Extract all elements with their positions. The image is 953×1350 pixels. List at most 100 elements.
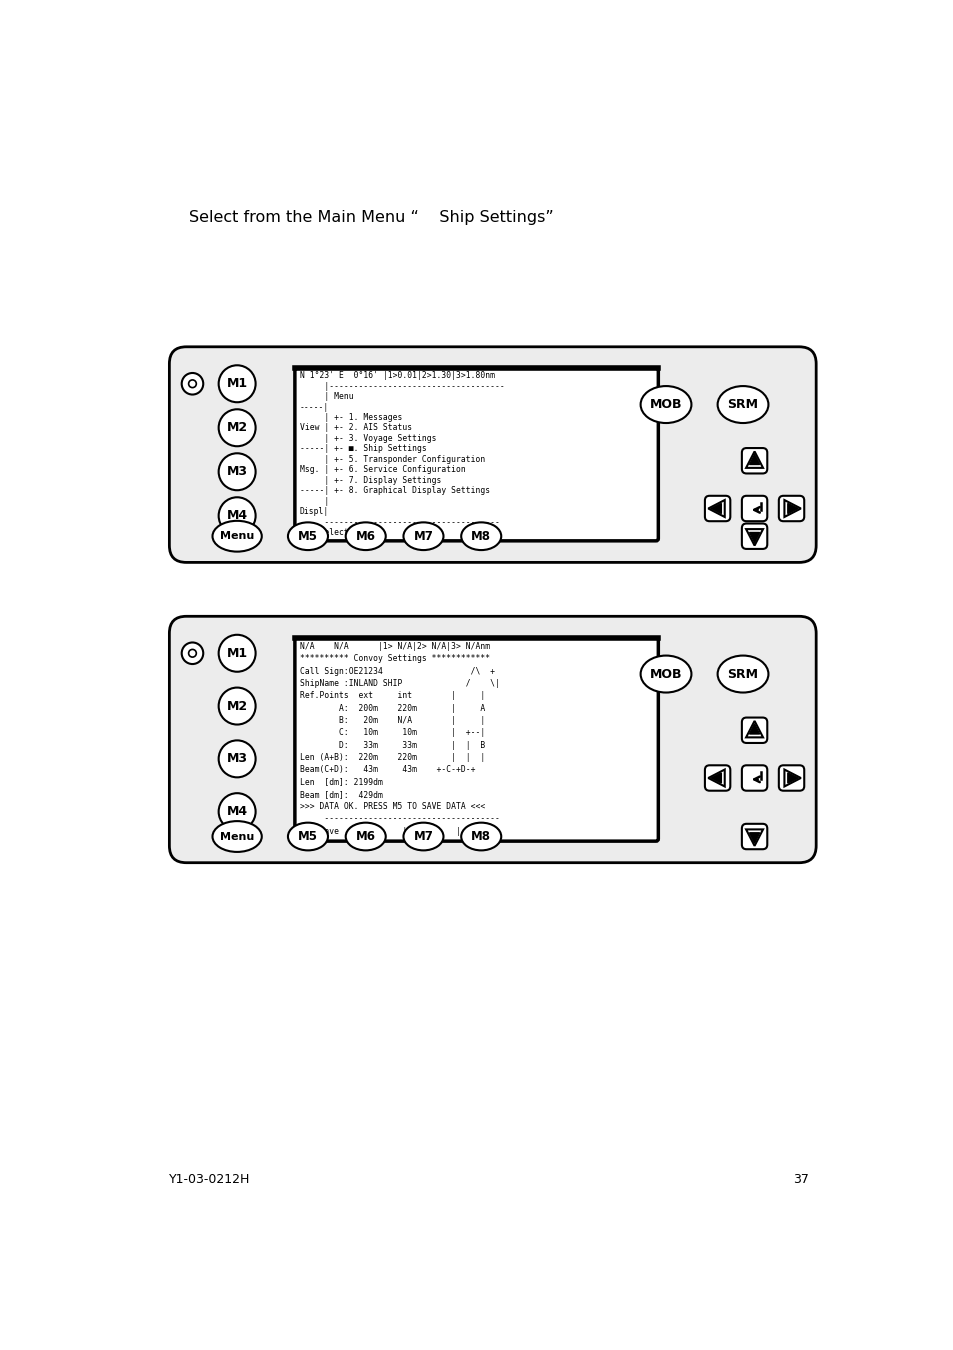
Text: M8: M8 [471,830,491,842]
Polygon shape [707,500,724,517]
Polygon shape [787,774,797,783]
Text: | +- 7. Display Settings: | +- 7. Display Settings [299,475,440,485]
Ellipse shape [345,822,385,850]
Circle shape [218,740,255,778]
Text: M5: M5 [297,830,317,842]
Polygon shape [710,774,720,783]
FancyBboxPatch shape [778,495,803,521]
Text: -----|: -----| [299,402,329,412]
Polygon shape [745,829,762,846]
Text: 37: 37 [792,1173,807,1187]
Ellipse shape [460,822,500,850]
Polygon shape [787,504,797,513]
Text: ------------------------------------: ------------------------------------ [299,814,498,824]
Polygon shape [783,500,800,517]
Circle shape [181,373,203,394]
Text: Len  [dm]: 2199dm: Len [dm]: 2199dm [299,778,382,787]
Text: Len (A+B):  220m    220m       |  |  |: Len (A+B): 220m 220m | | | [299,753,484,761]
Text: View | +- 2. AIS Status: View | +- 2. AIS Status [299,424,411,432]
Polygon shape [749,532,759,543]
Text: M8: M8 [471,529,491,543]
FancyBboxPatch shape [704,765,730,791]
Ellipse shape [403,822,443,850]
Circle shape [181,643,203,664]
Text: M4: M4 [226,509,248,522]
Text: M2: M2 [226,699,248,713]
Text: M4: M4 [226,805,248,818]
Text: Displ|: Displ| [299,508,329,516]
Text: M1: M1 [226,647,248,660]
Text: ********** Convoy Settings ************: ********** Convoy Settings ************ [299,655,489,663]
Text: Y1-03-0212H: Y1-03-0212H [170,1173,251,1187]
Text: M7: M7 [413,830,433,842]
Circle shape [218,454,255,490]
Ellipse shape [288,522,328,549]
Text: Menu: Menu [220,832,254,841]
Ellipse shape [213,821,261,852]
Text: MOB: MOB [649,398,681,410]
Text: | +- 5. Transponder Configuration: | +- 5. Transponder Configuration [299,455,484,464]
Text: | Save  |          |          | Back: | Save | | | Back [299,826,484,836]
Polygon shape [745,529,762,545]
Text: SRM: SRM [727,667,758,680]
Text: M3: M3 [227,752,248,765]
Text: Call Sign:OE21234                  /\  +: Call Sign:OE21234 /\ + [299,667,494,675]
Text: ------------------------------------: ------------------------------------ [299,517,498,526]
Polygon shape [707,769,724,787]
Text: M1: M1 [226,377,248,390]
Ellipse shape [345,522,385,549]
Text: M3: M3 [227,466,248,478]
Ellipse shape [640,656,691,693]
Circle shape [218,687,255,725]
Text: C:   10m     10m       |  +--|: C: 10m 10m | +--| [299,728,484,737]
FancyBboxPatch shape [741,524,766,549]
Text: M6: M6 [355,830,375,842]
Circle shape [189,649,196,657]
FancyBboxPatch shape [741,765,766,791]
Circle shape [218,794,255,830]
Text: -----| +- ■. Ship Settings: -----| +- ■. Ship Settings [299,444,426,454]
Ellipse shape [403,522,443,549]
Text: | Menu: | Menu [299,392,353,401]
Text: >>> DATA OK. PRESS M5 TO SAVE DATA <<<: >>> DATA OK. PRESS M5 TO SAVE DATA <<< [299,802,484,811]
FancyBboxPatch shape [741,448,766,474]
FancyBboxPatch shape [294,637,658,841]
Text: M7: M7 [413,529,433,543]
Text: A:  200m    220m       |     A: A: 200m 220m | A [299,703,484,713]
Ellipse shape [640,386,691,423]
Polygon shape [749,833,759,842]
Text: M2: M2 [226,421,248,435]
Polygon shape [710,504,720,513]
Text: M6: M6 [355,529,375,543]
Polygon shape [749,724,759,734]
Text: | +- 1. Messages: | +- 1. Messages [299,413,401,423]
Circle shape [218,366,255,402]
FancyBboxPatch shape [741,824,766,849]
Text: |------------------------------------: |------------------------------------ [299,382,504,390]
Ellipse shape [213,521,261,552]
Text: Select from the Main Menu “    Ship Settings”: Select from the Main Menu “ Ship Setting… [190,211,554,225]
Circle shape [218,634,255,672]
FancyBboxPatch shape [170,347,816,563]
Text: NUM|Select->|          |          |<-Back: NUM|Select->| | |<-Back [299,528,498,537]
FancyBboxPatch shape [170,617,816,863]
Text: Beam(C+D):   43m     43m    +-C-+D-+: Beam(C+D): 43m 43m +-C-+D-+ [299,765,475,774]
Text: B:   20m    N/A        |     |: B: 20m N/A | | [299,716,484,725]
Polygon shape [783,769,800,787]
Text: Menu: Menu [220,531,254,541]
Text: | +- 3. Voyage Settings: | +- 3. Voyage Settings [299,433,436,443]
Text: -----| +- 8. Graphical Display Settings: -----| +- 8. Graphical Display Settings [299,486,489,495]
Ellipse shape [717,386,767,423]
Polygon shape [745,721,762,737]
Circle shape [218,497,255,535]
Text: ShipName :INLAND SHIP             /    \|: ShipName :INLAND SHIP / \| [299,679,498,688]
FancyBboxPatch shape [778,765,803,791]
Text: Msg. | +- 6. Service Configuration: Msg. | +- 6. Service Configuration [299,466,465,474]
Ellipse shape [460,522,500,549]
Text: SRM: SRM [727,398,758,410]
Circle shape [189,379,196,387]
FancyBboxPatch shape [741,495,766,521]
Circle shape [218,409,255,447]
FancyBboxPatch shape [294,369,658,541]
Text: D:   33m     33m       |  |  B: D: 33m 33m | | B [299,741,484,749]
